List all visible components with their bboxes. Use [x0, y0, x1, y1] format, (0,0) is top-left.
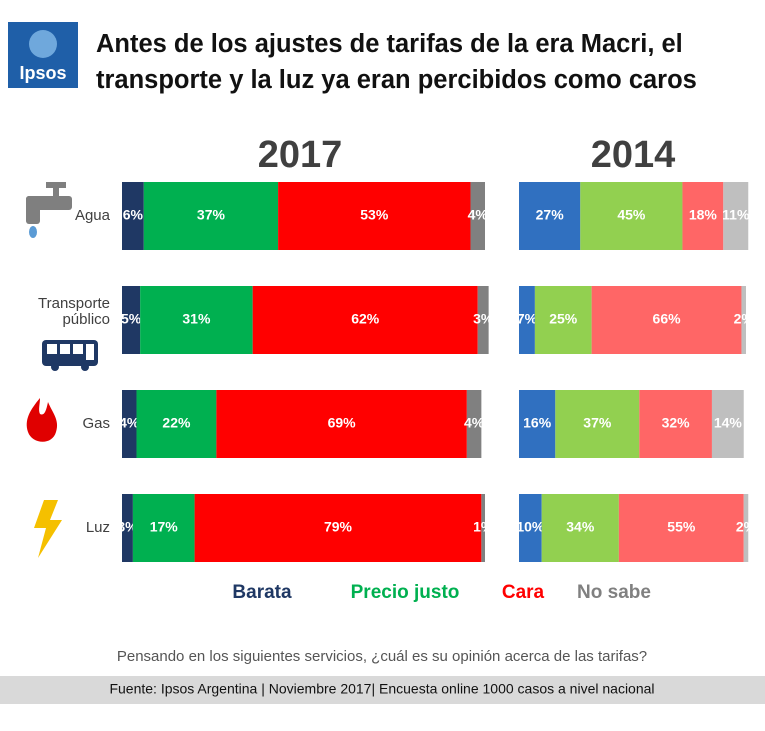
value-label: 2%	[736, 519, 757, 535]
value-label: 7%	[517, 311, 538, 327]
bar-segment	[682, 182, 724, 250]
value-label: 66%	[653, 311, 682, 327]
value-label: 79%	[324, 519, 353, 535]
bar-segment	[519, 286, 535, 354]
value-label: 55%	[667, 519, 696, 535]
legend-entry: Cara	[502, 582, 545, 603]
legend-entry: Barata	[232, 582, 292, 603]
value-label: 31%	[182, 311, 211, 327]
bar-segment	[519, 390, 556, 458]
value-label: 22%	[162, 415, 191, 431]
legend-entry: No sabe	[577, 582, 651, 603]
logo-face	[29, 30, 57, 58]
bar-segment	[136, 390, 217, 458]
value-label: 69%	[328, 415, 357, 431]
bar-segment	[639, 390, 712, 458]
value-label: 14%	[714, 415, 743, 431]
value-label: 3%	[473, 311, 494, 327]
category-label: Agua	[74, 207, 110, 224]
bar-segment	[519, 182, 581, 250]
bar-segment	[723, 182, 749, 250]
bar-segment	[122, 390, 137, 458]
bar-segment	[481, 494, 485, 562]
value-label: 5%	[121, 311, 142, 327]
flame-icon	[26, 398, 58, 442]
bar-segment	[252, 286, 478, 354]
value-label: 4%	[468, 207, 489, 223]
category-label: Luz	[85, 519, 110, 536]
legend-entry: Precio justo	[351, 582, 460, 603]
bar-segment	[519, 494, 542, 562]
value-label: 18%	[689, 207, 718, 223]
logo-text: Ipsos	[19, 63, 66, 83]
bolt-icon	[34, 500, 62, 558]
category-label: Transporte público	[38, 295, 110, 328]
bar-segment	[470, 182, 485, 250]
value-label: 32%	[662, 415, 691, 431]
value-label: 37%	[583, 415, 612, 431]
bar-segment	[534, 286, 592, 354]
source-band	[0, 676, 765, 704]
bar-segment	[122, 182, 144, 250]
value-label: 45%	[617, 207, 646, 223]
bar-segment	[555, 390, 640, 458]
source: Fuente: Ipsos Argentina | Noviembre 2017…	[109, 681, 654, 697]
bar-segment	[477, 286, 489, 354]
value-label: 62%	[351, 311, 380, 327]
value-label: 27%	[536, 207, 565, 223]
value-label: 2%	[734, 311, 755, 327]
value-label: 16%	[523, 415, 552, 431]
bar-segment	[194, 494, 482, 562]
category-label: Gas	[82, 415, 110, 432]
value-label: 17%	[150, 519, 179, 535]
value-label: 1%	[473, 519, 494, 535]
bar-segment	[132, 494, 195, 562]
question: Pensando en los siguientes servicios, ¿c…	[117, 648, 647, 665]
bar-segment	[618, 494, 744, 562]
faucet-icon	[26, 182, 72, 238]
bar-segment	[143, 182, 279, 250]
title: Antes de los ajustes de tarifas de la er…	[96, 30, 697, 94]
value-label: 37%	[197, 207, 226, 223]
value-label: 6%	[123, 207, 144, 223]
panel-title: 2014	[591, 134, 676, 176]
bar-segment	[122, 494, 133, 562]
bar-segment	[466, 390, 482, 458]
value-label: 4%	[464, 415, 485, 431]
value-label: 10%	[516, 519, 545, 535]
value-label: 34%	[566, 519, 595, 535]
panel-title: 2017	[258, 134, 343, 176]
bar-segment	[541, 494, 619, 562]
bus-icon	[42, 340, 98, 371]
bar-segment	[591, 286, 742, 354]
bar-segment	[122, 286, 141, 354]
bar-segment	[140, 286, 253, 354]
bar-segment	[278, 182, 471, 250]
value-label: 25%	[549, 311, 578, 327]
bar-segment	[741, 286, 746, 354]
value-label: 4%	[119, 415, 140, 431]
bar-segment	[216, 390, 467, 458]
bar-segment	[743, 494, 749, 562]
bar-segment	[711, 390, 744, 458]
value-label: 11%	[722, 207, 750, 223]
bar-segment	[580, 182, 683, 250]
value-label: 53%	[360, 207, 389, 223]
